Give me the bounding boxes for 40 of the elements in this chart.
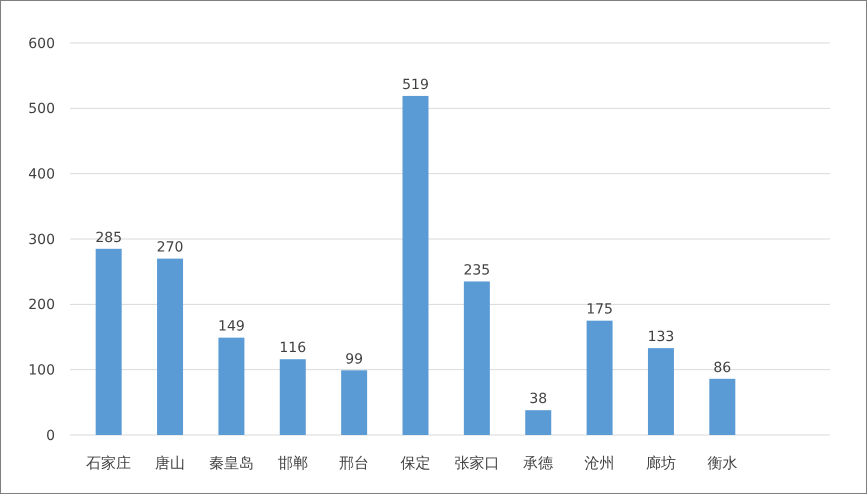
data-label: 175 bbox=[586, 302, 613, 318]
data-label: 270 bbox=[156, 240, 184, 256]
data-label: 116 bbox=[279, 340, 306, 356]
data-label: 99 bbox=[345, 351, 364, 368]
x-tick-label: 唐山 bbox=[155, 454, 186, 472]
y-tick-label: 300 bbox=[28, 232, 55, 248]
x-tick-label: 承德 bbox=[523, 454, 554, 472]
x-tick-label: 石家庄 bbox=[86, 454, 132, 472]
bar bbox=[402, 96, 428, 435]
x-tick-label: 邯郸 bbox=[278, 454, 308, 472]
bar bbox=[218, 338, 244, 435]
bar bbox=[157, 258, 184, 435]
y-tick-label: 600 bbox=[28, 36, 55, 52]
x-tick-label: 秦皇岛 bbox=[208, 454, 254, 472]
data-label: 133 bbox=[648, 329, 674, 346]
y-tick-label: 400 bbox=[28, 166, 55, 183]
data-label: 235 bbox=[463, 262, 490, 278]
y-tick-label: 0 bbox=[46, 428, 55, 444]
y-tick-label: 100 bbox=[28, 362, 55, 379]
bar bbox=[280, 359, 306, 435]
data-label: 519 bbox=[402, 76, 429, 93]
x-tick-label: 廊坊 bbox=[646, 454, 676, 472]
bar bbox=[586, 320, 613, 435]
y-tick-label: 200 bbox=[28, 297, 55, 314]
y-tick-label: 500 bbox=[28, 101, 55, 118]
bar bbox=[525, 410, 552, 435]
bar bbox=[464, 281, 490, 435]
data-label: 149 bbox=[218, 318, 245, 335]
data-label: 285 bbox=[95, 230, 122, 246]
bar bbox=[709, 378, 736, 435]
x-tick-label: 邢台 bbox=[339, 454, 370, 472]
x-tick-label: 保定 bbox=[400, 454, 430, 472]
data-label: 86 bbox=[713, 360, 732, 376]
data-label: 38 bbox=[529, 391, 548, 408]
x-tick-label: 衡水 bbox=[707, 454, 738, 472]
bar bbox=[96, 248, 122, 435]
bar bbox=[648, 348, 674, 435]
bar bbox=[341, 370, 368, 435]
x-tick-label: 张家口 bbox=[454, 454, 500, 472]
x-tick-label: 沧州 bbox=[584, 454, 615, 472]
